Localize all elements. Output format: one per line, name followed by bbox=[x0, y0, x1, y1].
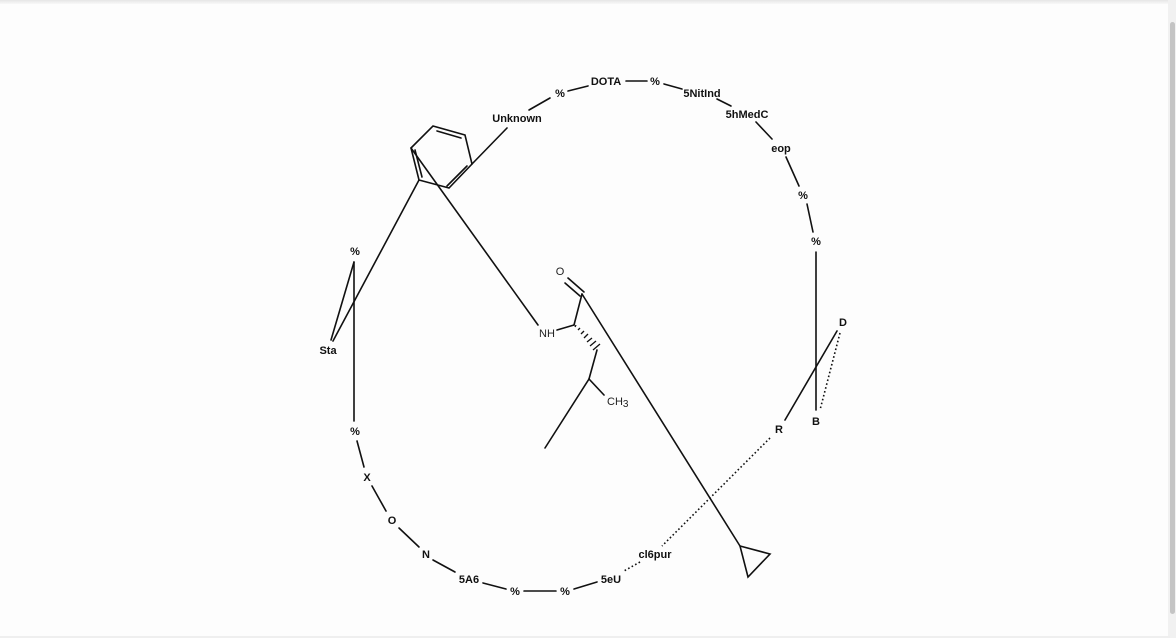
bond bbox=[432, 559, 456, 573]
ring-label-percent: % bbox=[798, 190, 808, 202]
bond bbox=[567, 277, 585, 293]
bond bbox=[663, 83, 683, 90]
bond bbox=[806, 203, 814, 233]
bond bbox=[588, 349, 598, 380]
bond bbox=[716, 98, 732, 107]
bond bbox=[755, 121, 773, 140]
bond bbox=[564, 282, 581, 297]
dotted-bond bbox=[819, 332, 841, 411]
bond bbox=[573, 293, 583, 326]
nitrogen-atom: NH bbox=[539, 328, 555, 340]
bond bbox=[330, 261, 355, 341]
cyclopropyl-ring bbox=[738, 544, 772, 579]
ring-label-percent: % bbox=[350, 426, 360, 438]
bond bbox=[482, 582, 507, 590]
bond bbox=[446, 165, 468, 187]
ring-label-5eu: 5eU bbox=[601, 574, 621, 586]
ring-labels: DOTA % 5NitInd 5hMedC eop % % D B R cl6p… bbox=[319, 76, 847, 598]
ring-label-dota: DOTA bbox=[591, 76, 621, 88]
oxygen-atom: O bbox=[556, 266, 565, 278]
ring-label-cl6pur: cl6pur bbox=[638, 549, 672, 561]
ring-label-x: X bbox=[363, 472, 371, 484]
bond bbox=[567, 85, 589, 92]
benzene-ring bbox=[410, 125, 473, 189]
ring-label-percent: % bbox=[555, 88, 565, 100]
ring-label-eop: eop bbox=[771, 143, 791, 155]
ring-label-5nitind: 5NitInd bbox=[683, 88, 720, 100]
bond bbox=[528, 97, 551, 111]
ring-label-percent: % bbox=[350, 246, 360, 258]
ring-label-n: N bbox=[422, 549, 430, 561]
ring-label-b: B bbox=[812, 416, 820, 428]
ring-label-d: D bbox=[839, 317, 847, 329]
bond bbox=[410, 147, 539, 326]
scrollbar[interactable] bbox=[1168, 0, 1176, 638]
bond bbox=[573, 581, 598, 590]
bond bbox=[784, 330, 838, 421]
dotted-bonds bbox=[623, 332, 841, 572]
bond bbox=[332, 179, 420, 342]
hash-wedge bbox=[574, 324, 601, 351]
ring-label-percent: % bbox=[650, 76, 660, 88]
dotted-bond bbox=[661, 437, 771, 547]
bond bbox=[356, 440, 365, 468]
ring-label-5hmedc: 5hMedC bbox=[726, 109, 769, 121]
methyl-group: CH3 bbox=[607, 396, 629, 410]
bond bbox=[436, 130, 462, 139]
top-border bbox=[0, 0, 1176, 4]
ring-label-5a6: 5A6 bbox=[459, 574, 479, 586]
ring-label-percent: % bbox=[510, 586, 520, 598]
bond bbox=[588, 378, 605, 396]
ring-label-percent: % bbox=[560, 586, 570, 598]
bond bbox=[398, 527, 420, 548]
bottom-border bbox=[0, 636, 1170, 638]
bond bbox=[371, 485, 387, 512]
bonds bbox=[330, 80, 838, 592]
scrollbar-thumb[interactable] bbox=[1170, 22, 1175, 614]
ring-label-o: O bbox=[388, 515, 397, 527]
bond bbox=[471, 127, 508, 165]
dotted-bond bbox=[623, 561, 641, 572]
bond bbox=[544, 378, 590, 449]
ring-label-percent: % bbox=[811, 236, 821, 248]
ring-label-sta: Sta bbox=[319, 345, 337, 357]
ring-label-r: R bbox=[775, 424, 783, 436]
ring-label-unknown: Unknown bbox=[492, 113, 542, 125]
bond bbox=[581, 293, 741, 547]
bond bbox=[785, 156, 800, 187]
bond bbox=[556, 324, 575, 331]
